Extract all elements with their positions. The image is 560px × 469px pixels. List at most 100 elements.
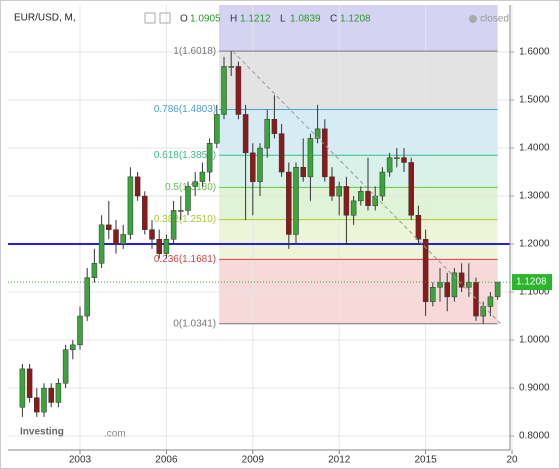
candle-body xyxy=(458,272,465,288)
candle-body xyxy=(70,344,76,350)
fib-label: 1(1.6018) xyxy=(173,46,216,57)
candle-body xyxy=(19,368,26,408)
fib-label: 0(1.0341) xyxy=(173,318,216,329)
candle-body xyxy=(221,66,227,115)
ohlc-label: L xyxy=(280,14,286,25)
candle-body xyxy=(322,128,328,178)
candle-body xyxy=(264,119,270,149)
ohlc-value: 1.1208 xyxy=(340,14,371,25)
candle-body xyxy=(113,229,119,245)
y-tick-label: 0.9000 xyxy=(519,383,550,394)
fib-zone xyxy=(219,259,498,324)
y-tick-label: 1.0000 xyxy=(519,335,550,346)
y-tick-label: 1.2000 xyxy=(519,239,550,250)
ohlc-value: 1.0905 xyxy=(190,14,221,25)
candle-body xyxy=(98,224,105,264)
x-tick-label: 2015 xyxy=(414,455,437,466)
candle-body xyxy=(214,114,220,144)
candle-body xyxy=(170,210,177,240)
logo-brand: Investing xyxy=(20,427,64,438)
candle-body xyxy=(286,171,292,235)
fib-top-zone xyxy=(219,5,498,52)
candle-body xyxy=(142,195,148,230)
candle-body xyxy=(278,133,285,173)
candle-body xyxy=(293,167,299,235)
y-tick-label: 1.6000 xyxy=(519,47,550,58)
y-tick-label: 1.1000 xyxy=(519,287,550,298)
candle-body xyxy=(487,296,494,307)
candle-body xyxy=(163,239,170,254)
candle-body xyxy=(365,191,371,206)
x-tick-label: 2012 xyxy=(328,455,351,466)
candle-body xyxy=(127,176,134,235)
candle-body xyxy=(422,239,429,302)
fib-zone xyxy=(219,155,498,188)
candle-body xyxy=(444,282,450,298)
candle-body xyxy=(242,114,249,154)
candle-body xyxy=(379,171,386,197)
candle-body xyxy=(473,282,479,317)
fib-label: 0.786(1.4803) xyxy=(154,104,216,115)
candle-body xyxy=(149,229,155,240)
candle-body xyxy=(343,186,350,216)
candle-body xyxy=(408,162,414,216)
candle-body xyxy=(466,282,472,288)
fib-label: 0.618(1.3850) xyxy=(154,150,216,161)
y-tick-label: 1.3000 xyxy=(519,191,550,202)
candle-body xyxy=(192,181,198,187)
candle-body xyxy=(394,157,400,159)
fib-label: 0.236(1.1681) xyxy=(154,254,216,265)
candle-body xyxy=(185,186,191,211)
candle-body xyxy=(415,215,422,240)
candle-body xyxy=(206,143,213,173)
candle-body xyxy=(26,368,33,398)
fib-label: 0.382(1.2510) xyxy=(154,214,216,225)
candle-body xyxy=(91,263,98,278)
candle-body xyxy=(336,186,342,197)
candle-body xyxy=(156,239,162,254)
fib-zone xyxy=(219,219,498,260)
candle-body xyxy=(235,66,242,115)
header-icon xyxy=(159,12,171,24)
candle-body xyxy=(199,171,206,182)
ohlc-label: O xyxy=(180,14,188,25)
symbol: EUR/USD, M, xyxy=(14,13,76,24)
candle-body xyxy=(120,234,126,245)
x-tick-label: 20 xyxy=(506,455,518,466)
status: closed xyxy=(480,14,509,25)
candle-body xyxy=(77,315,83,346)
logo-suffix: .com xyxy=(104,429,126,440)
fib-zone xyxy=(219,51,498,110)
candle-body xyxy=(300,167,306,178)
ohlc-label: H xyxy=(230,14,237,25)
candle-body xyxy=(228,66,234,68)
y-tick-label: 1.4000 xyxy=(519,143,550,154)
price-tag xyxy=(512,274,552,291)
candle-body xyxy=(401,157,407,163)
header-icon xyxy=(144,12,156,24)
candle-body xyxy=(106,224,112,230)
candle-body xyxy=(178,210,184,212)
candle-body xyxy=(451,272,458,298)
candle-body xyxy=(314,128,321,139)
candle-body xyxy=(134,176,141,197)
candle-body xyxy=(84,277,90,317)
trend-line xyxy=(232,50,501,325)
ohlc-label: C xyxy=(330,14,337,25)
candle-body xyxy=(250,152,256,182)
candle-body xyxy=(386,157,393,173)
candle-body xyxy=(41,387,47,413)
candle-body xyxy=(62,349,69,384)
ohlc-value: 1.0839 xyxy=(290,14,321,25)
price-tag-label: 1.1208 xyxy=(516,277,547,288)
candle-body xyxy=(494,281,501,297)
candle-body xyxy=(329,176,335,197)
x-tick-label: 2009 xyxy=(242,455,265,466)
status-dot xyxy=(469,15,477,23)
candle-body xyxy=(34,397,40,413)
candle-body xyxy=(257,147,263,182)
candle-body xyxy=(55,383,62,403)
y-tick-label: 0.8000 xyxy=(519,431,550,442)
